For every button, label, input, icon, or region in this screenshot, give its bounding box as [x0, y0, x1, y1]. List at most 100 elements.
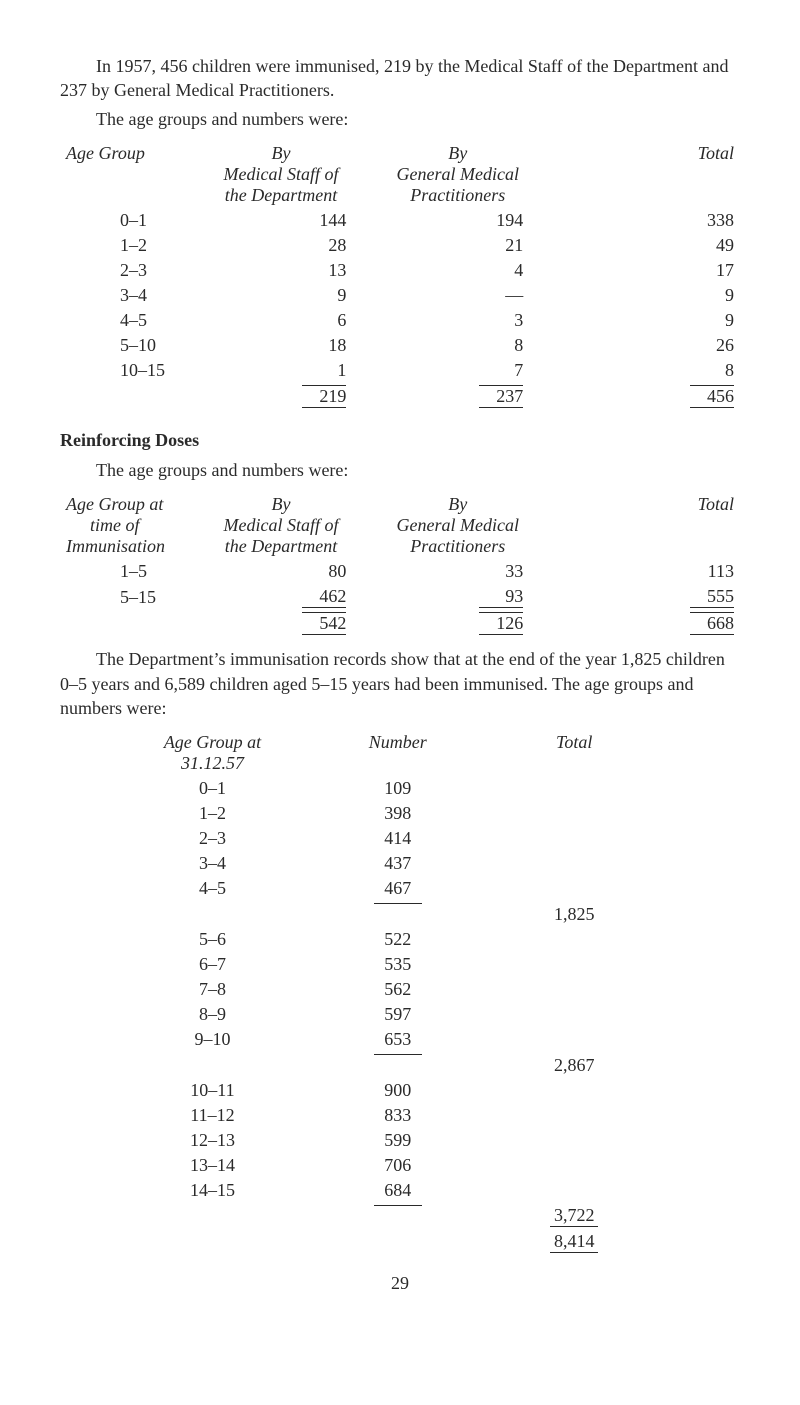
t3-age: 12–13 — [120, 1128, 305, 1153]
t1-t: 49 — [563, 233, 740, 258]
table-1: Age Group By Medical Staff of the Depart… — [60, 141, 740, 410]
t3-subtotal-row: 1,825 — [120, 901, 664, 927]
table-row: 12–13599 — [120, 1128, 664, 1153]
table-row: 14–15684 — [120, 1178, 664, 1203]
table-row: 13–14706 — [120, 1153, 664, 1178]
t3-n: 535 — [305, 952, 485, 977]
t1-a: 9 — [210, 283, 387, 308]
t2-b: 93 — [386, 584, 563, 610]
t1-t: 338 — [563, 208, 740, 233]
t3-age: 4–5 — [120, 876, 305, 901]
t1-h-by-2: By — [448, 143, 467, 163]
t3-sub-rule — [374, 1205, 422, 1227]
table-row: 10–15178 — [60, 358, 740, 383]
t3-age: 5–6 — [120, 927, 305, 952]
t3-n: 467 — [305, 876, 485, 901]
t1-age: 5–10 — [60, 333, 210, 358]
t1-h-medstaff-1: Medical Staff of — [224, 164, 339, 184]
t1-t: 17 — [563, 258, 740, 283]
table-row: 7–8562 — [120, 977, 664, 1002]
t2-h-medstaff-1: Medical Staff of — [224, 515, 339, 535]
t1-h-genmed-1: General Medical — [397, 164, 519, 184]
t3-subtotal-row: 2,867 — [120, 1052, 664, 1078]
table-3: Age Group at 31.12.57 Number Total 0–110… — [120, 730, 664, 1255]
t3-n: 684 — [305, 1178, 485, 1203]
t3-h-age-2: 31.12.57 — [181, 753, 244, 773]
t3-age: 8–9 — [120, 1002, 305, 1027]
t1-age: 4–5 — [60, 308, 210, 333]
table-row: 1–2398 — [120, 801, 664, 826]
t3-h-number: Number — [305, 730, 485, 776]
intro-paragraph-1: In 1957, 456 children were immunised, 21… — [60, 54, 740, 103]
t3-subtotal-row: 3,722 — [120, 1203, 664, 1229]
table-row: 5–1018826 — [60, 333, 740, 358]
t1-age: 3–4 — [60, 283, 210, 308]
t1-total-a: 219 — [302, 385, 346, 408]
t3-age: 10–11 — [120, 1078, 305, 1103]
t3-h-age-1: Age Group at — [164, 732, 261, 752]
table-row: 0–1109 — [120, 776, 664, 801]
t1-h-genmed-2: Practitioners — [410, 185, 505, 205]
t3-n: 706 — [305, 1153, 485, 1178]
table-row: 2–313417 — [60, 258, 740, 283]
t1-t: 9 — [563, 308, 740, 333]
table-row: 6–7535 — [120, 952, 664, 977]
t1-b: 7 — [386, 358, 563, 383]
t3-sub-rule — [374, 1054, 422, 1076]
t1-b: 4 — [386, 258, 563, 283]
t2-h-medstaff-2: the Department — [225, 536, 337, 556]
table-row: 4–5467 — [120, 876, 664, 901]
t1-age: 10–15 — [60, 358, 210, 383]
t1-a: 6 — [210, 308, 387, 333]
t2-total-a: 542 — [302, 612, 346, 635]
t3-sub-rule — [374, 903, 422, 925]
table-row: 3–4437 — [120, 851, 664, 876]
t2-a: 462 — [210, 584, 387, 610]
table-row: 1–58033113 — [60, 559, 740, 584]
t1-a: 144 — [210, 208, 387, 233]
t1-h-total: Total — [563, 141, 740, 208]
t3-n: 398 — [305, 801, 485, 826]
intro-paragraph-2: The age groups and numbers were: — [60, 107, 740, 131]
t2-a: 80 — [210, 559, 387, 584]
table-row: 5–1546293555 — [60, 584, 740, 610]
t1-age: 2–3 — [60, 258, 210, 283]
t3-age: 1–2 — [120, 801, 305, 826]
t2-h-age-1: Age Group at — [66, 494, 163, 514]
page-number: 29 — [60, 1273, 740, 1294]
t1-total-t: 456 — [690, 385, 734, 408]
t3-age: 3–4 — [120, 851, 305, 876]
t3-subtotal: 1,825 — [484, 901, 664, 927]
t3-n: 522 — [305, 927, 485, 952]
t3-age: 13–14 — [120, 1153, 305, 1178]
t3-age: 0–1 — [120, 776, 305, 801]
t1-h-genmed: By General Medical Practitioners — [386, 141, 563, 208]
t1-b: 194 — [386, 208, 563, 233]
t3-subtotal: 3,722 — [484, 1203, 664, 1229]
t3-n: 900 — [305, 1078, 485, 1103]
t1-total-row: 219 237 456 — [60, 383, 740, 410]
t3-subtotal: 2,867 — [484, 1052, 664, 1078]
t3-h-total: Total — [484, 730, 664, 776]
t2-h-by-1: By — [272, 494, 291, 514]
t1-h-by-1: By — [272, 143, 291, 163]
t2-h-age: Age Group at time of Immunisation — [60, 492, 210, 559]
t2-age: 1–5 — [60, 559, 210, 584]
t1-b: 3 — [386, 308, 563, 333]
t1-b: — — [386, 283, 563, 308]
t1-age: 0–1 — [60, 208, 210, 233]
t2-b: 33 — [386, 559, 563, 584]
t3-age: 6–7 — [120, 952, 305, 977]
t1-a: 1 — [210, 358, 387, 383]
table-row: 2–3414 — [120, 826, 664, 851]
table-row: 1–2282149 — [60, 233, 740, 258]
t2-h-age-3: Immunisation — [66, 536, 165, 556]
t3-age: 11–12 — [120, 1103, 305, 1128]
t3-n: 653 — [305, 1027, 485, 1052]
records-paragraph: The Department’s immunisation records sh… — [60, 647, 740, 720]
table-row: 4–5639 — [60, 308, 740, 333]
t3-n: 109 — [305, 776, 485, 801]
t3-age: 14–15 — [120, 1178, 305, 1203]
table-row: 3–49—9 — [60, 283, 740, 308]
t1-a: 18 — [210, 333, 387, 358]
